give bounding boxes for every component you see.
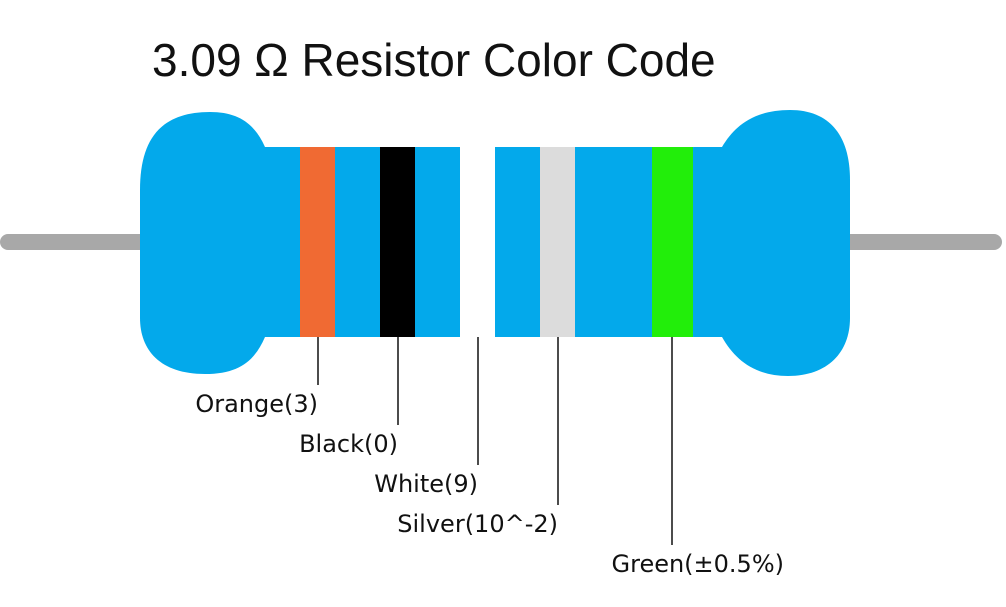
- band-green: [652, 147, 693, 337]
- band-label-black: Black(0): [299, 430, 398, 458]
- page-title: 3.09 Ω Resistor Color Code: [152, 34, 716, 86]
- resistor-right-cap: [722, 110, 850, 376]
- resistor-left-cap: [140, 112, 265, 374]
- band-label-orange: Orange(3): [195, 390, 318, 418]
- band-label-silver: Silver(10^-2): [397, 510, 558, 538]
- band-white: [460, 147, 495, 337]
- color-bands: [300, 147, 693, 337]
- band-label-green: Green(±0.5%): [611, 550, 785, 578]
- band-silver: [540, 147, 575, 337]
- resistor-body-middle: [210, 147, 790, 337]
- band-orange: [300, 147, 335, 337]
- band-label-white: White(9): [374, 470, 478, 498]
- callout-lines: [317, 337, 673, 545]
- band-black: [380, 147, 415, 337]
